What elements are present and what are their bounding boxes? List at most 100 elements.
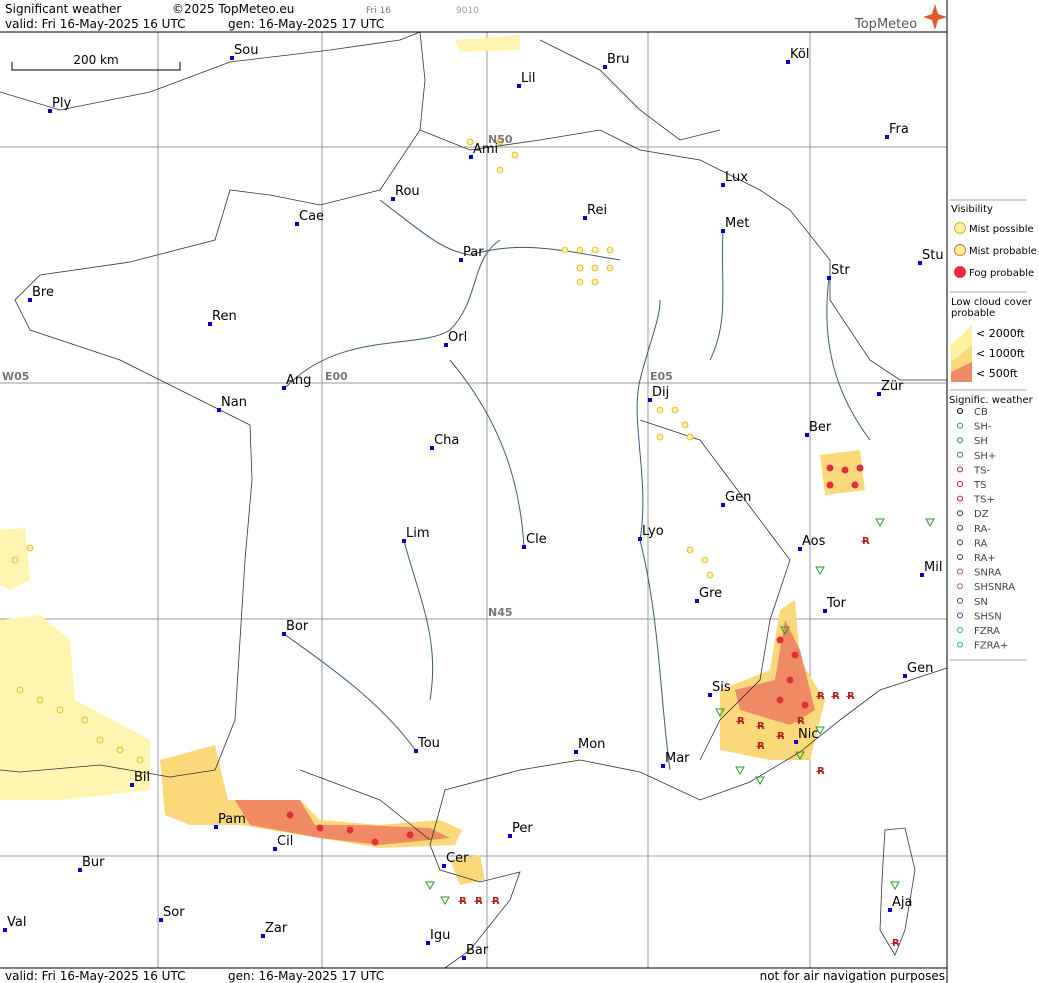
legend-weather-label: RA+ bbox=[974, 553, 996, 564]
city-marker bbox=[798, 547, 802, 551]
thunderstorm-symbol: R̶ bbox=[846, 691, 855, 702]
city-label: Par bbox=[463, 245, 484, 260]
legend-weather-icon bbox=[957, 641, 963, 648]
mist-dot bbox=[671, 406, 679, 414]
legend-panel bbox=[949, 200, 1038, 660]
footer-valid: valid: Fri 16-May-2025 16 UTC bbox=[5, 969, 185, 983]
legend-weather-icon bbox=[957, 524, 963, 531]
city-marker bbox=[130, 783, 134, 787]
legend-weather-label: CB bbox=[974, 407, 988, 418]
legend-weather-label: SH+ bbox=[974, 451, 996, 462]
shower-symbol bbox=[780, 626, 790, 636]
city-marker bbox=[430, 446, 434, 450]
mist-dot bbox=[606, 246, 614, 254]
shower-symbol bbox=[425, 881, 435, 891]
thunderstorm-symbol: R̶ bbox=[861, 536, 870, 547]
shower-symbol bbox=[925, 518, 935, 528]
grid bbox=[0, 32, 947, 968]
mist-dot bbox=[16, 686, 24, 694]
legend-weather-icon bbox=[957, 612, 963, 619]
legend-weather-icon bbox=[957, 495, 963, 502]
city-marker bbox=[721, 503, 725, 507]
city-label: Aja bbox=[892, 895, 912, 910]
header-valid: valid: Fri 16-May-2025 16 UTC bbox=[5, 17, 185, 31]
thunderstorm-symbol: R̶ bbox=[816, 766, 825, 777]
mist-dot bbox=[56, 706, 64, 714]
city-marker bbox=[786, 60, 790, 64]
legend-weather-label: TS- bbox=[973, 465, 990, 476]
city-marker bbox=[462, 956, 466, 960]
legend-weather-icon bbox=[957, 481, 963, 487]
city-label: Zar bbox=[265, 921, 288, 936]
fog-dot bbox=[406, 831, 414, 839]
city-label: Cha bbox=[434, 433, 459, 448]
fog-dot bbox=[786, 676, 794, 684]
city-marker bbox=[217, 408, 221, 412]
city-label: Gen bbox=[725, 490, 751, 505]
header-gen: gen: 16-May-2025 17 UTC bbox=[228, 17, 384, 31]
city-label: Lyo bbox=[642, 524, 664, 539]
city-label: Pam bbox=[218, 812, 246, 827]
mist-dot bbox=[136, 756, 144, 764]
legend-weather-icon bbox=[957, 422, 963, 429]
thunderstorm-symbol: R̶ bbox=[891, 938, 900, 949]
legend-visibility-icon bbox=[954, 222, 966, 234]
mist-dot bbox=[81, 716, 89, 724]
city-label: Bru bbox=[607, 52, 630, 67]
city-marker bbox=[282, 386, 286, 390]
city-label: Sis bbox=[712, 680, 731, 695]
legend-weather-label: SHSN bbox=[974, 611, 1002, 622]
grid-label: W05 bbox=[2, 370, 29, 383]
city-label: Mil bbox=[924, 560, 942, 575]
legend-visibility-label: Mist probable bbox=[969, 246, 1037, 257]
city-label: Bur bbox=[82, 855, 105, 870]
mist-dot bbox=[686, 433, 694, 441]
mist-dot bbox=[606, 264, 614, 272]
city-marker bbox=[885, 135, 889, 139]
header-copyright: ©2025 TopMeteo.eu bbox=[172, 2, 294, 16]
city-marker bbox=[48, 109, 52, 113]
mist-dot bbox=[96, 736, 104, 744]
thunderstorm-symbol: R̶ bbox=[458, 896, 467, 907]
city-label: Bil bbox=[134, 770, 150, 785]
city-marker bbox=[517, 84, 521, 88]
mist-dot bbox=[656, 433, 664, 441]
city-label: Bre bbox=[32, 285, 54, 300]
thunderstorm-symbol: R̶ bbox=[491, 896, 500, 907]
city-label: Lux bbox=[725, 170, 748, 185]
city-marker bbox=[402, 539, 406, 543]
grid-label: N50 bbox=[488, 133, 513, 146]
legend-weather-icon bbox=[957, 568, 963, 575]
legend-weather-label: RA- bbox=[974, 524, 991, 535]
city-label: Gen bbox=[907, 661, 933, 676]
shower-symbol bbox=[875, 518, 885, 528]
city-marker bbox=[638, 537, 642, 541]
mist-dot bbox=[681, 421, 689, 429]
fog-dot bbox=[856, 464, 864, 472]
city-label: Zür bbox=[881, 379, 904, 394]
fog-dot bbox=[826, 481, 834, 489]
city-label: Mar bbox=[665, 751, 690, 766]
legend-weather-icon bbox=[957, 597, 963, 604]
mist-dot bbox=[591, 246, 599, 254]
legend-title: Visibility bbox=[951, 204, 993, 215]
city-marker bbox=[426, 941, 430, 945]
legend-cloud-ramp bbox=[951, 362, 972, 382]
city-label: Fra bbox=[889, 122, 909, 137]
legend-weather-icon bbox=[957, 466, 963, 473]
city-marker bbox=[888, 908, 892, 912]
mist-dot bbox=[576, 278, 584, 286]
city-marker bbox=[261, 934, 265, 938]
shower-symbol bbox=[755, 776, 765, 786]
legend-title: Signific. weather bbox=[949, 395, 1034, 406]
city-label: Bor bbox=[286, 619, 309, 634]
brand: TopMeteo bbox=[854, 17, 917, 32]
scale-label: 200 km bbox=[73, 53, 118, 67]
city-marker bbox=[208, 322, 212, 326]
city-label: Ply bbox=[52, 96, 71, 111]
mist-dot bbox=[511, 151, 519, 159]
city-label: Rou bbox=[395, 184, 420, 199]
mist-dot bbox=[11, 556, 19, 564]
legend-weather-label: RA bbox=[974, 538, 988, 549]
